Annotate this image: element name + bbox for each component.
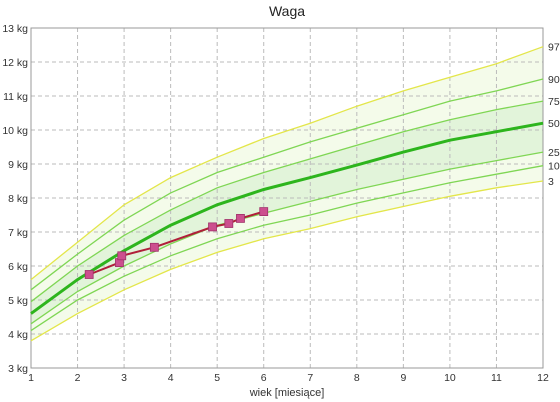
x-tick-label: 1	[28, 372, 34, 384]
measurement-point	[236, 213, 245, 223]
percentile-labels: 3 10 25 50 75 90 97	[548, 42, 560, 188]
y-tick-label: 6 kg	[8, 261, 28, 273]
percentile-50-line	[30, 121, 544, 315]
chart-title: Waga	[269, 3, 305, 19]
x-tick-label: 8	[354, 372, 360, 384]
percentile-label: 50	[548, 118, 560, 130]
x-tick-label: 9	[400, 372, 406, 384]
percentile-25-line	[30, 151, 544, 325]
plot-frame	[30, 27, 544, 369]
percentile-97-line	[30, 46, 544, 281]
x-tick-label: 2	[75, 372, 81, 384]
measurement-point	[117, 251, 127, 261]
y-tick-label: 12 kg	[2, 57, 28, 69]
percentile-3-line	[30, 180, 544, 342]
y-tick-label: 4 kg	[8, 329, 28, 341]
measurement-point	[84, 270, 94, 279]
measurement-point	[149, 242, 159, 252]
x-tick-label: 4	[168, 372, 174, 384]
x-tick-label: 6	[261, 372, 267, 384]
y-tick-label: 10 kg	[2, 125, 28, 137]
x-tick-labels: 1 2 3 4 5 6 7 8 9 10 11 12	[28, 372, 549, 384]
x-tick-label: 7	[307, 372, 313, 384]
percentile-label: 97	[548, 42, 560, 54]
measurement-point	[259, 207, 269, 217]
percentile-label: 25	[548, 147, 560, 159]
percentile-75-line	[30, 100, 544, 303]
percentile-label: 10	[548, 161, 560, 173]
percentile-label: 75	[548, 96, 560, 108]
band-25-75	[31, 101, 543, 324]
y-tick-label: 3 kg	[8, 363, 28, 375]
x-axis-label: wiek [miesiące]	[249, 387, 325, 399]
measurement-point	[208, 222, 217, 232]
percentile-curves	[30, 46, 544, 342]
x-tick-label: 11	[491, 372, 502, 384]
percentile-label: 3	[548, 176, 554, 188]
x-tick-label: 10	[444, 372, 456, 384]
y-tick-label: 11 kg	[3, 91, 28, 103]
percentile-label: 90	[548, 74, 560, 86]
percentile-90-line	[30, 78, 544, 291]
y-tick-label: 8 kg	[8, 193, 28, 205]
y-tick-labels: 3 kg 4 kg 5 kg 6 kg 7 kg 8 kg 9 kg 10 kg 11 kg 12…	[2, 23, 28, 375]
x-tick-label: 5	[214, 372, 220, 384]
x-tick-label: 12	[537, 372, 549, 384]
x-tick-label: 3	[121, 372, 127, 384]
y-tick-label: 9 kg	[8, 159, 28, 171]
measurement-point	[224, 219, 234, 228]
percentile-bands	[31, 46, 543, 341]
y-tick-label: 7 kg	[8, 227, 28, 239]
measurement-series	[84, 207, 269, 279]
y-tick-label: 13 kg	[2, 23, 28, 35]
percentile-10-line	[30, 165, 544, 332]
y-tick-label: 5 kg	[8, 295, 28, 307]
